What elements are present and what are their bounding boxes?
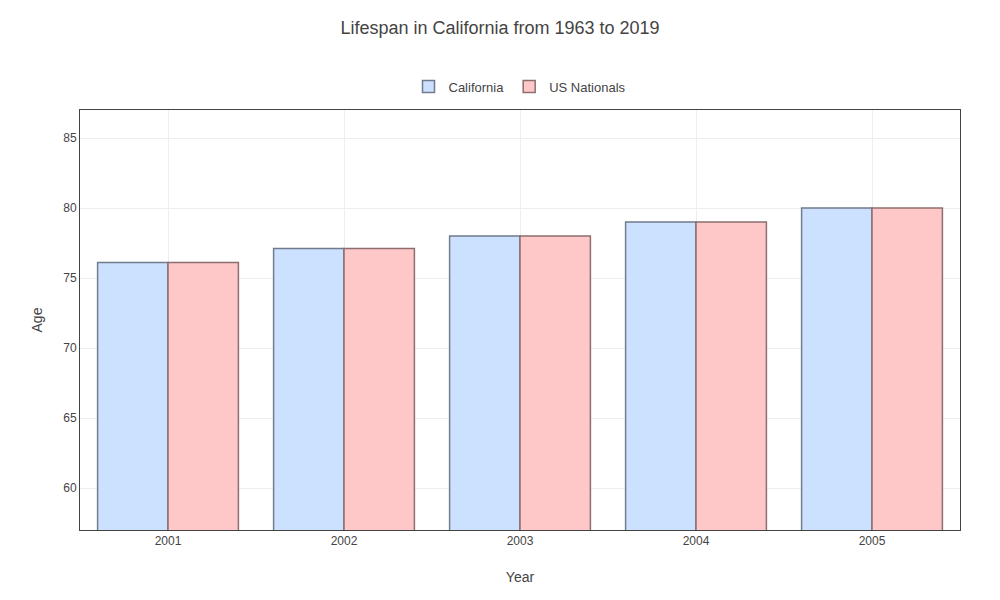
svg-text:2005: 2005 <box>859 534 886 548</box>
svg-text:2004: 2004 <box>683 534 710 548</box>
svg-text:70: 70 <box>63 341 77 355</box>
svg-text:2002: 2002 <box>331 534 358 548</box>
svg-text:Lifespan in California from 19: Lifespan in California from 1963 to 2019 <box>340 18 659 38</box>
svg-text:2003: 2003 <box>507 534 534 548</box>
svg-text:75: 75 <box>63 271 77 285</box>
svg-text:65: 65 <box>63 411 77 425</box>
svg-text:85: 85 <box>63 131 77 145</box>
svg-text:US Nationals: US Nationals <box>549 80 625 95</box>
svg-text:60: 60 <box>63 481 77 495</box>
svg-text:80: 80 <box>63 201 77 215</box>
svg-text:Age: Age <box>29 307 45 332</box>
svg-text:2001: 2001 <box>155 534 182 548</box>
svg-text:California: California <box>449 80 505 95</box>
svg-text:Year: Year <box>506 569 535 585</box>
